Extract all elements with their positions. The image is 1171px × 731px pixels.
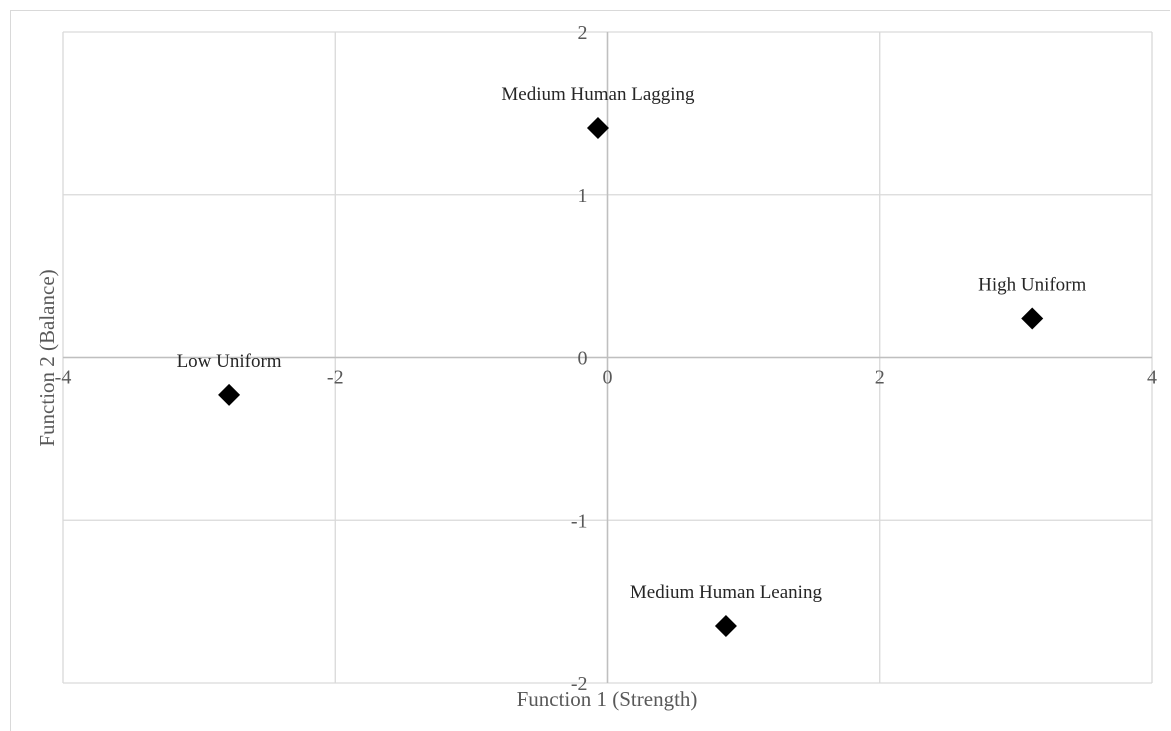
data-label: Medium Human Leaning (630, 582, 823, 603)
y-axis-title: Function 2 (Balance) (35, 269, 59, 446)
data-label: High Uniform (978, 274, 1086, 295)
tick-labels: -4 -2 0 2 4 -2 -1 0 1 2 (55, 22, 1157, 695)
axes (63, 32, 1152, 683)
y-tick-label: 0 (578, 348, 588, 370)
data-point-diamond (218, 383, 241, 406)
data-label: Low Uniform (177, 351, 282, 372)
data-point-diamond (714, 615, 737, 638)
chart-frame (10, 10, 1170, 731)
data-label: Medium Human Lagging (501, 84, 695, 105)
data-point-diamond (586, 117, 609, 140)
y-tick-label: 1 (578, 185, 588, 207)
x-axis-title: Function 1 (Strength) (517, 687, 698, 711)
x-tick-label: -4 (55, 367, 72, 389)
x-tick-label: 0 (603, 367, 613, 389)
y-tick-label: -1 (571, 510, 588, 532)
x-tick-label: 4 (1147, 367, 1157, 389)
data-labels: Medium Human Lagging High Uniform Low Unif… (177, 84, 1087, 603)
y-tick-label: -2 (571, 673, 588, 695)
x-tick-label: 2 (875, 367, 885, 389)
y-tick-label: 2 (578, 22, 588, 44)
data-points (218, 117, 1044, 638)
x-tick-label: -2 (327, 367, 344, 389)
data-point-diamond (1021, 307, 1044, 330)
